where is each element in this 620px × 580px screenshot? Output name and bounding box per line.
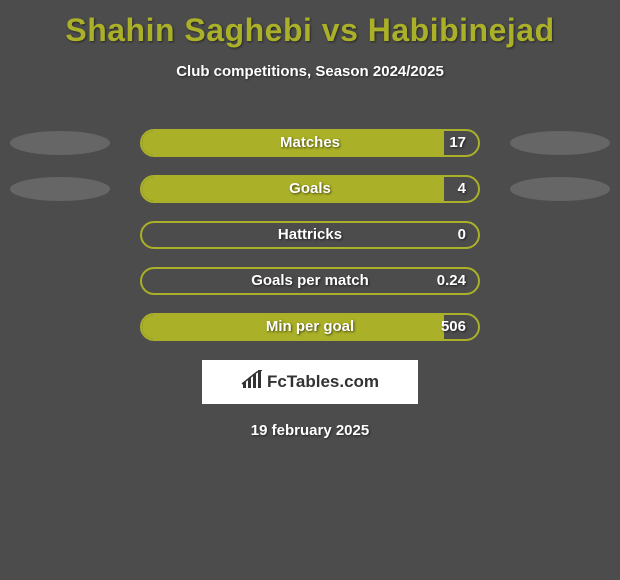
stat-value: 506	[441, 315, 466, 339]
branding-banner: FcTables.com	[202, 360, 418, 404]
stat-bar: Hattricks 0	[140, 221, 480, 249]
bar-chart-icon	[241, 370, 263, 395]
stat-label: Min per goal	[142, 315, 478, 339]
stat-row: Matches 17	[0, 120, 620, 166]
stat-bar: Goals per match 0.24	[140, 267, 480, 295]
subtitle: Club competitions, Season 2024/2025	[0, 63, 620, 80]
right-placeholder-ellipse	[510, 131, 610, 155]
stat-value: 4	[458, 177, 466, 201]
stat-label: Hattricks	[142, 223, 478, 247]
stat-value: 17	[449, 131, 466, 155]
stat-row: Goals per match 0.24	[0, 258, 620, 304]
stat-bar: Matches 17	[140, 129, 480, 157]
stat-row: Hattricks 0	[0, 212, 620, 258]
stat-value: 0.24	[437, 269, 466, 293]
stat-value: 0	[458, 223, 466, 247]
stat-row: Min per goal 506	[0, 304, 620, 350]
left-placeholder-ellipse	[10, 131, 110, 155]
date-text: 19 february 2025	[0, 422, 620, 439]
stat-rows: Matches 17 Goals 4 Hattricks 0	[0, 120, 620, 350]
stat-row: Goals 4	[0, 166, 620, 212]
stat-bar: Goals 4	[140, 175, 480, 203]
stat-label: Goals	[142, 177, 478, 201]
stat-bar: Min per goal 506	[140, 313, 480, 341]
branding-text: FcTables.com	[267, 372, 379, 392]
stat-label: Goals per match	[142, 269, 478, 293]
stat-label: Matches	[142, 131, 478, 155]
page-title: Shahin Saghebi vs Habibinejad	[0, 0, 620, 49]
right-placeholder-ellipse	[510, 177, 610, 201]
left-placeholder-ellipse	[10, 177, 110, 201]
comparison-infographic: Shahin Saghebi vs Habibinejad Club compe…	[0, 0, 620, 439]
